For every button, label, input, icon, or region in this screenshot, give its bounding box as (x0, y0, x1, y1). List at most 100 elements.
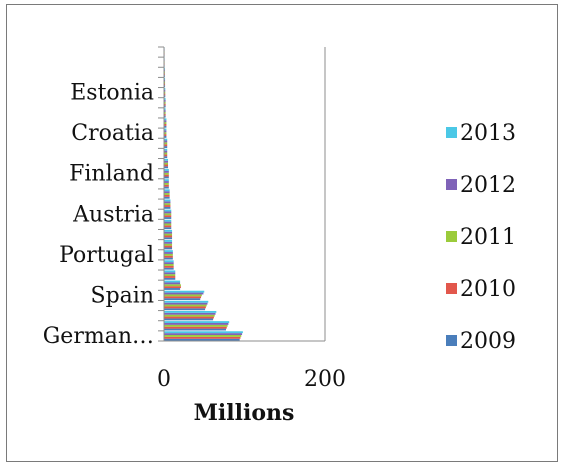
bar-2013-19 (164, 138, 168, 141)
bar-2013-14 (164, 189, 170, 192)
bar-2010-1 (164, 326, 227, 329)
bar-2011-22 (164, 111, 166, 114)
bar-2010-18 (164, 154, 168, 157)
bar-2010-10 (164, 235, 173, 238)
bar-2013-13 (164, 199, 171, 202)
bar-2012-2 (164, 312, 216, 315)
bar-2011-7 (164, 264, 174, 266)
bar-2009-13 (164, 206, 171, 209)
bar-2011-17 (164, 162, 169, 165)
bar-2010-5 (164, 286, 181, 289)
bars-layer (164, 47, 243, 341)
y-tick-label-8: Portugal (59, 243, 154, 268)
bar-2012-18 (164, 150, 168, 153)
bar-2012-14 (164, 191, 170, 194)
bar-2011-13 (164, 203, 171, 206)
bar-2010-24 (164, 93, 166, 96)
bar-2013-11 (164, 219, 172, 222)
bar-2009-7 (164, 267, 174, 270)
bar-2009-5 (164, 288, 181, 290)
bar-2009-11 (164, 227, 172, 230)
bar-2010-20 (164, 134, 167, 136)
y-tick-label-12: Austria (72, 202, 154, 227)
bar-2013-5 (164, 280, 181, 283)
y-tick-label-20: Croatia (71, 121, 154, 146)
bar-2011-14 (164, 193, 170, 195)
bar-2009-8 (164, 257, 173, 260)
bar-2011-25 (164, 81, 166, 84)
bar-2012-5 (164, 282, 181, 285)
bar-2009-4 (164, 298, 201, 301)
bar-2009-22 (164, 115, 166, 118)
bar-2013-20 (164, 128, 167, 131)
bar-2011-12 (164, 213, 172, 216)
bar-2009-23 (164, 105, 166, 108)
bar-2011-15 (164, 182, 169, 185)
bar-2010-0 (164, 336, 241, 339)
legend-swatch-2010 (446, 283, 457, 294)
legend-swatch-2011 (446, 231, 457, 242)
bar-2013-12 (164, 209, 172, 212)
bar-2009-1 (164, 328, 226, 331)
bar-2010-6 (164, 276, 176, 278)
bar-2012-9 (164, 241, 173, 244)
bar-2011-23 (164, 101, 166, 104)
bar-2009-12 (164, 217, 172, 219)
bar-chart: German… Spain Portugal Austria Finland Croati… (43, 46, 516, 426)
bar-2012-3 (164, 302, 208, 305)
bar-2011-16 (164, 172, 169, 175)
bar-2011-8 (164, 253, 173, 256)
bar-2011-4 (164, 294, 202, 297)
bar-2013-15 (164, 179, 169, 182)
bar-2013-18 (164, 148, 168, 151)
bar-2009-10 (164, 237, 173, 240)
bar-2010-19 (164, 144, 168, 147)
legend-label-2012: 2012 (460, 173, 516, 198)
bar-2011-5 (164, 284, 181, 287)
bar-2013-7 (164, 260, 174, 263)
bar-2012-21 (164, 120, 167, 123)
y-tick-label-16: Finland (69, 162, 154, 187)
bar-2013-6 (164, 270, 176, 273)
bar-2012-20 (164, 130, 167, 133)
bar-2011-0 (164, 335, 242, 337)
x-tick-label-0: 0 (157, 367, 171, 392)
bar-2013-2 (164, 310, 217, 313)
bar-2012-16 (164, 170, 169, 173)
bar-2009-25 (164, 85, 166, 88)
bar-2012-0 (164, 333, 243, 335)
bar-2012-4 (164, 292, 204, 295)
bar-2010-14 (164, 194, 170, 197)
legend-swatch-2013 (446, 127, 457, 138)
bar-2010-4 (164, 296, 202, 299)
bar-2012-15 (164, 181, 169, 183)
bar-2010-8 (164, 255, 173, 258)
bar-2012-13 (164, 201, 171, 204)
bar-2013-8 (164, 250, 173, 253)
bar-2012-1 (164, 323, 229, 325)
bar-2009-18 (164, 156, 168, 159)
bar-2012-10 (164, 231, 173, 234)
legend-swatch-2012 (446, 179, 457, 190)
bar-2011-24 (164, 91, 166, 94)
bar-2010-25 (164, 83, 166, 86)
legend-label-2009: 2009 (460, 329, 516, 354)
legend-label-2013: 2013 (460, 121, 516, 146)
bar-2012-22 (164, 110, 166, 112)
bar-2009-20 (164, 135, 167, 138)
bar-2011-21 (164, 122, 167, 124)
bar-2009-6 (164, 277, 176, 280)
x-tick-label-1: 200 (304, 367, 346, 392)
bar-2011-1 (164, 324, 228, 327)
legend: 2013 2012 2011 2010 2009 (446, 121, 516, 354)
chart-frame: German… Spain Portugal Austria Finland Croati… (6, 4, 558, 462)
bar-2010-23 (164, 103, 166, 106)
bar-2009-21 (164, 125, 167, 128)
bar-2010-16 (164, 174, 169, 177)
bar-2010-21 (164, 123, 167, 126)
bar-2013-10 (164, 229, 173, 232)
legend-swatch-2009 (446, 335, 457, 346)
bar-2013-23 (164, 98, 166, 100)
legend-label-2010: 2010 (460, 277, 516, 302)
bar-2013-22 (164, 108, 166, 111)
